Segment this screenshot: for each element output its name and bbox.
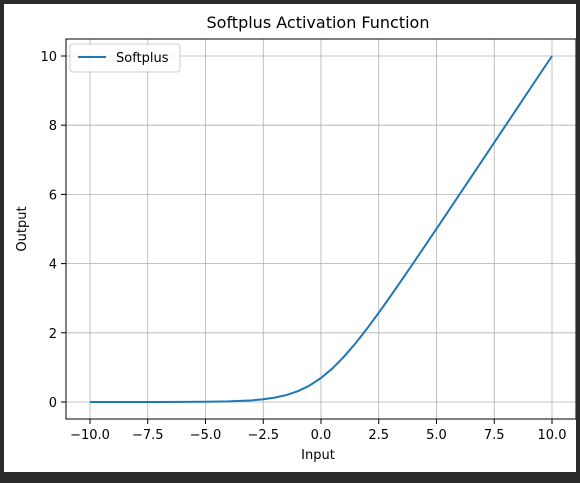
y-tick-label: 10 [40, 50, 57, 65]
legend: Softplus [69, 43, 181, 73]
y-tick-label: 0 [49, 396, 57, 411]
softplus-series-line [90, 55, 553, 403]
x-tick-label: −5.0 [190, 428, 222, 443]
figure-canvas: Softplus Activation Function −10.0 −7.5 −5… [4, 4, 577, 472]
y-axis-label: Output [15, 206, 30, 251]
x-tick-label: 5.0 [426, 428, 447, 443]
x-axis-ticks: −10.0 −7.5 −5.0 −2.5 0.0 2.5 5.0 7.5 10.0 [70, 419, 566, 443]
legend-label-softplus: Softplus [116, 51, 169, 66]
x-tick-label: 2.5 [368, 428, 389, 443]
x-tick-label: −7.5 [132, 428, 164, 443]
x-tick-label: 0.0 [311, 428, 332, 443]
y-tick-label: 2 [49, 327, 57, 342]
y-tick-label: 4 [49, 258, 57, 273]
x-tick-label: −10.0 [70, 428, 110, 443]
x-axis-label: Input [301, 448, 335, 463]
softplus-chart: Softplus Activation Function −10.0 −7.5 −5… [15, 13, 577, 463]
grid [66, 39, 576, 419]
x-tick-label: 10.0 [538, 428, 567, 443]
x-tick-label: 7.5 [484, 428, 505, 443]
chart-title: Softplus Activation Function [207, 13, 430, 32]
y-axis-ticks: 0 2 4 6 8 10 [40, 50, 66, 411]
y-tick-label: 8 [49, 119, 57, 134]
legend-box [69, 43, 181, 73]
x-tick-label: −2.5 [247, 428, 279, 443]
y-tick-label: 6 [49, 188, 57, 203]
